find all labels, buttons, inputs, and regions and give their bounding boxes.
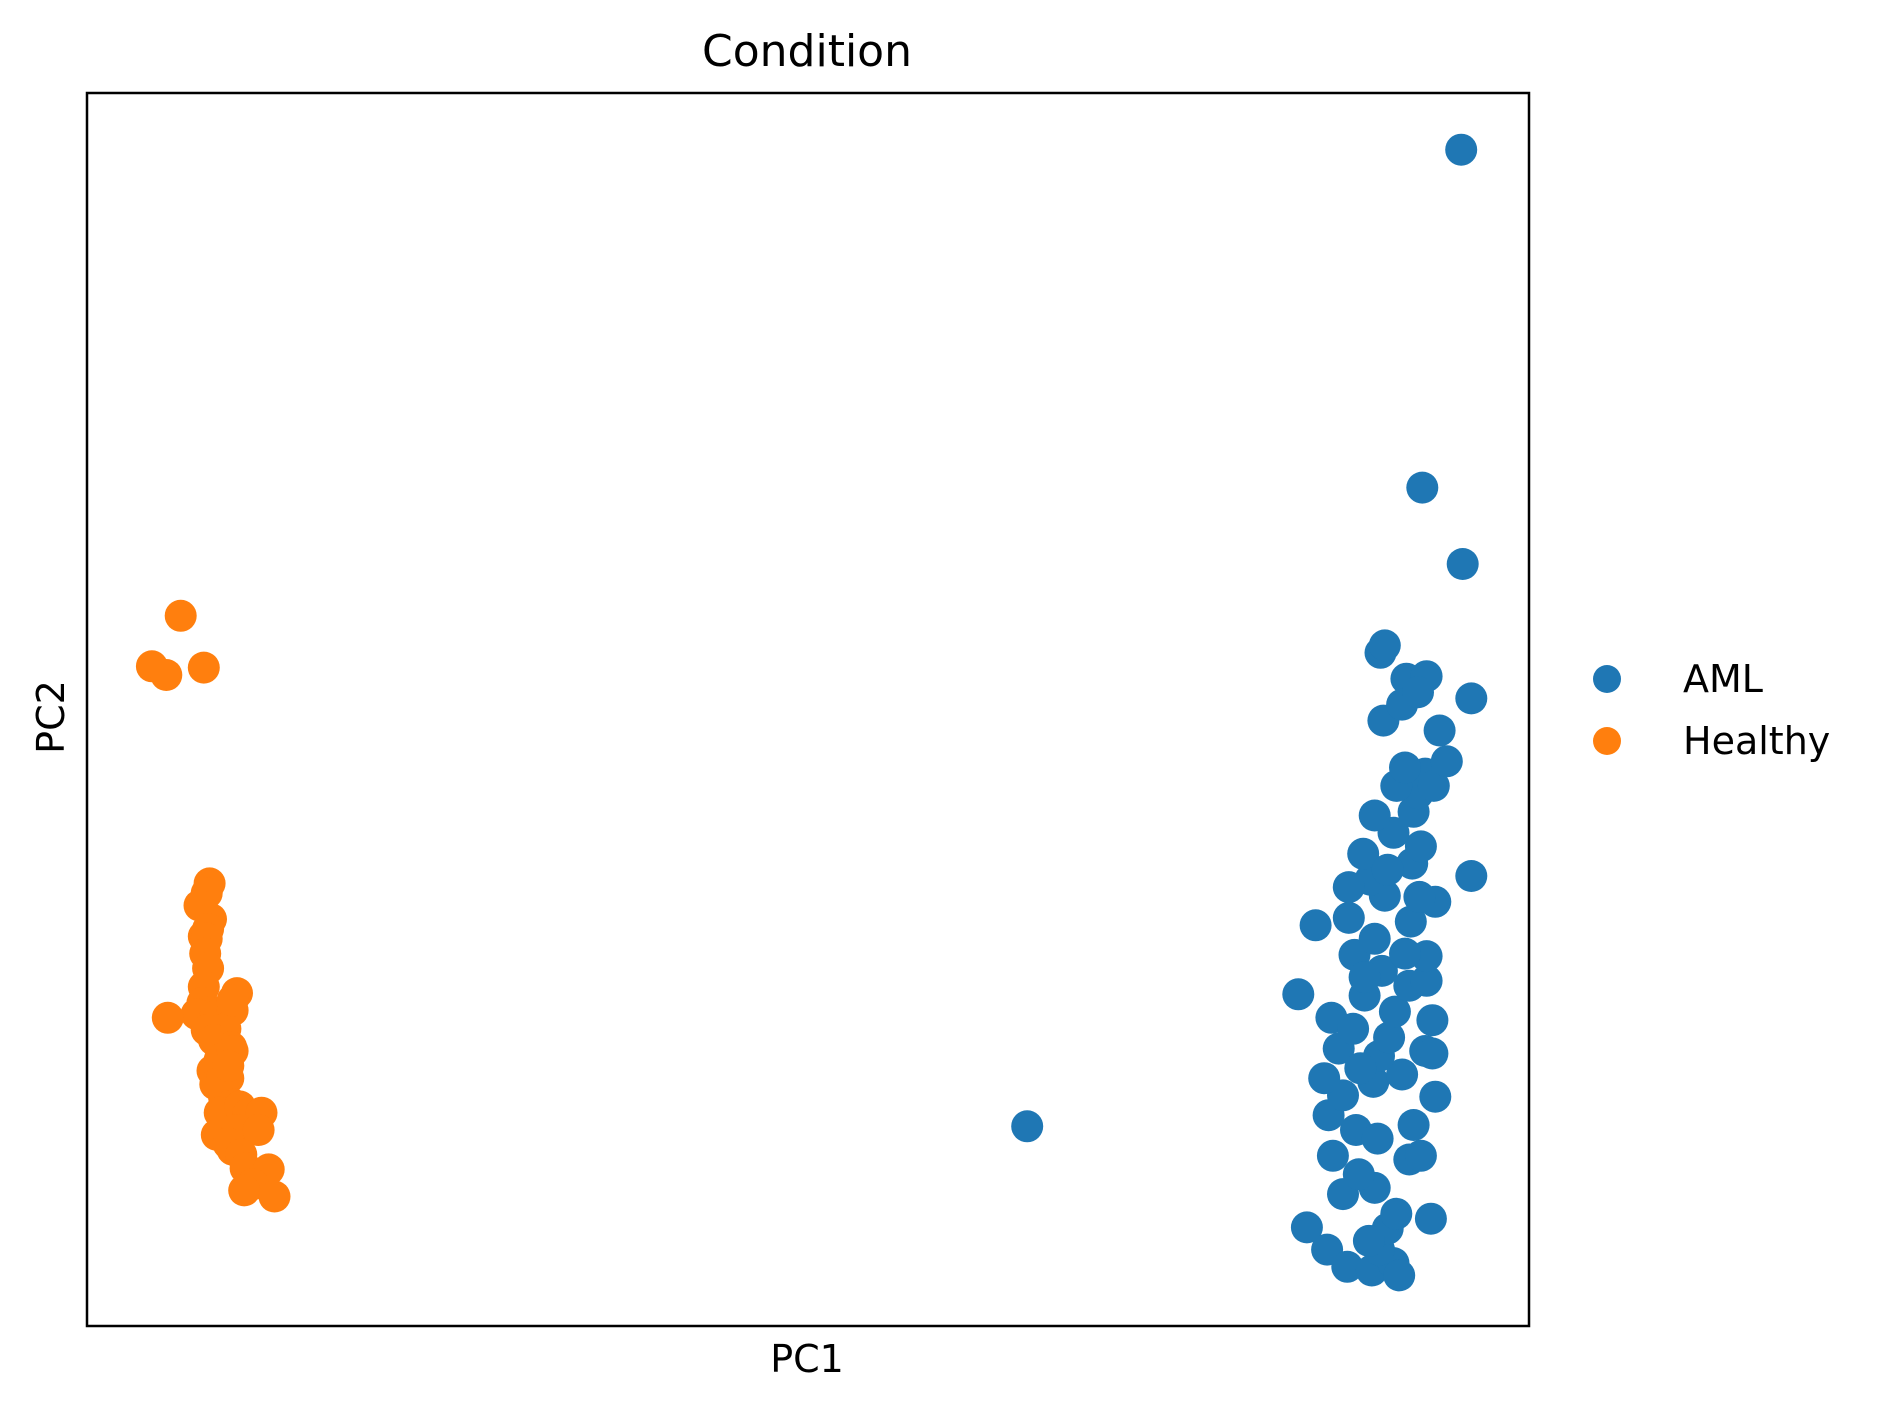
point-aml-79 <box>1404 1139 1437 1172</box>
point-aml-5 <box>1299 909 1332 942</box>
point-healthy-49 <box>216 984 249 1017</box>
point-aml-36 <box>1416 1004 1449 1037</box>
point-aml-11 <box>1331 1250 1364 1283</box>
point-aml-72 <box>1342 1158 1375 1191</box>
point-aml-54 <box>1358 799 1391 832</box>
point-aml-76 <box>1371 853 1404 886</box>
point-aml-77 <box>1389 937 1421 970</box>
point-aml-1 <box>1406 471 1439 504</box>
point-aml-8 <box>1011 1110 1044 1143</box>
series-aml <box>1011 133 1488 1292</box>
scatter-points <box>135 133 1488 1292</box>
point-healthy-3 <box>150 659 183 691</box>
legend-label-healthy: Healthy <box>1683 719 1830 763</box>
point-aml-35 <box>1378 995 1411 1028</box>
x-axis-label: PC1 <box>770 1337 844 1381</box>
point-healthy-48 <box>212 1049 245 1082</box>
point-aml-51 <box>1404 830 1437 863</box>
point-aml-62 <box>1423 714 1456 747</box>
point-aml-6 <box>1282 978 1315 1011</box>
point-aml-74 <box>1352 1224 1385 1257</box>
point-healthy-2 <box>187 651 220 684</box>
point-aml-9 <box>1290 1211 1323 1244</box>
point-aml-21 <box>1316 1139 1349 1172</box>
point-aml-70 <box>1348 961 1381 994</box>
point-aml-60 <box>1430 745 1463 778</box>
point-aml-28 <box>1386 1058 1419 1091</box>
point-aml-30 <box>1308 1062 1341 1095</box>
point-aml-73 <box>1380 1197 1413 1230</box>
point-aml-26 <box>1419 1080 1452 1113</box>
point-aml-75 <box>1332 871 1365 904</box>
point-aml-80 <box>1361 1122 1394 1155</box>
legend: AML Healthy <box>1593 657 1830 763</box>
point-aml-17 <box>1414 1202 1447 1235</box>
point-aml-43 <box>1358 922 1391 955</box>
point-aml-59 <box>1417 769 1450 802</box>
point-healthy-0 <box>164 599 197 632</box>
point-aml-14 <box>1383 1259 1416 1292</box>
point-aml-32 <box>1373 1021 1406 1054</box>
point-aml-2 <box>1446 548 1479 580</box>
point-aml-34 <box>1337 1012 1370 1045</box>
point-healthy-45 <box>258 1180 291 1213</box>
series-healthy <box>135 599 291 1213</box>
point-aml-4 <box>1455 860 1488 892</box>
chart-title: Condition <box>702 26 912 77</box>
point-aml-23 <box>1397 1109 1430 1141</box>
point-aml-69 <box>1402 676 1434 709</box>
legend-marker-healthy <box>1593 727 1621 755</box>
point-healthy-44 <box>228 1174 261 1207</box>
point-healthy-37 <box>242 1114 275 1146</box>
point-aml-40 <box>1410 964 1443 997</box>
y-axis-label: PC2 <box>29 680 73 754</box>
point-aml-68 <box>1368 629 1401 662</box>
point-aml-45 <box>1332 901 1365 934</box>
point-aml-61 <box>1389 751 1421 784</box>
plot-frame <box>85 91 1531 1328</box>
legend-label-aml: AML <box>1683 657 1763 701</box>
point-aml-78 <box>1344 1052 1377 1085</box>
point-aml-71 <box>1416 1037 1449 1070</box>
point-aml-44 <box>1394 905 1427 938</box>
point-aml-0 <box>1445 133 1478 166</box>
point-aml-66 <box>1455 682 1488 715</box>
point-aml-58 <box>1403 880 1436 913</box>
point-healthy-20 <box>151 1001 184 1034</box>
point-aml-50 <box>1347 837 1380 870</box>
legend-marker-aml <box>1593 665 1621 693</box>
